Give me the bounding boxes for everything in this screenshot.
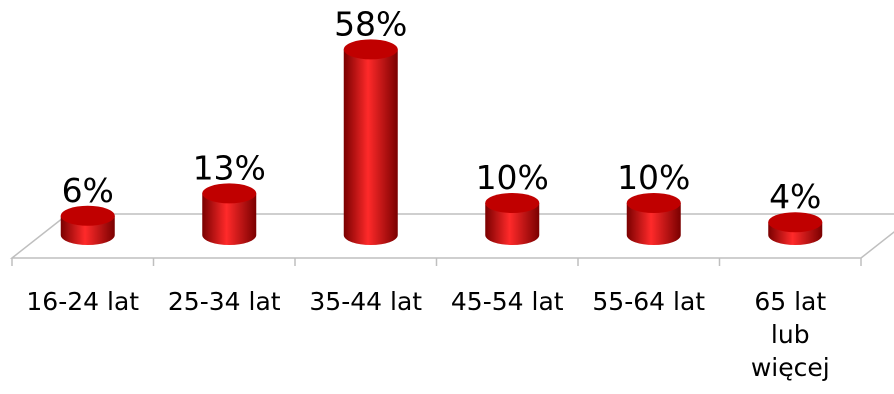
bar-top (626, 193, 681, 213)
data-label: 13% (193, 148, 266, 187)
bar-body (485, 203, 540, 245)
data-label: 10% (476, 158, 549, 197)
category-label: 35-44 lat (309, 287, 422, 316)
bar-top (343, 39, 398, 60)
bar (485, 193, 540, 245)
bar-top (60, 205, 115, 226)
category-label: 45-54 lat (451, 287, 564, 316)
chart-floor (9, 213, 894, 266)
bar (202, 183, 257, 245)
bar-body (626, 203, 681, 245)
bar-body (202, 193, 257, 245)
category-axis-labels: 16-24 lat 25-34 lat 35-44 lat 45-54 lat 55-6… (26, 287, 829, 382)
bar-group (60, 39, 823, 246)
data-label: 4% (769, 177, 821, 216)
bar-top (485, 193, 540, 213)
data-labels: 6% 13% 58% 10% 10% 4% (62, 4, 822, 216)
bar-top (202, 183, 257, 204)
category-label: 55-64 lat (592, 287, 705, 316)
bar (626, 193, 681, 245)
data-label: 10% (617, 158, 690, 197)
data-label: 58% (334, 4, 407, 43)
bar-top (768, 212, 823, 233)
bar (60, 205, 115, 245)
floor-plane (9, 213, 894, 259)
data-label: 6% (62, 171, 114, 210)
category-label: 25-34 lat (168, 287, 281, 316)
category-label: 16-24 lat (26, 287, 139, 316)
bar (768, 212, 823, 245)
bar (343, 39, 398, 246)
bar-body (343, 49, 398, 246)
category-label: 65 lat lub więcej (751, 287, 830, 382)
